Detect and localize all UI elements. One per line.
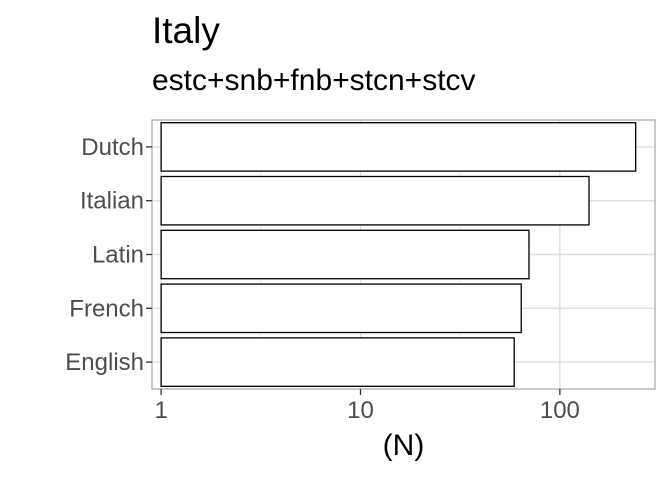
x-tick-label: 100: [540, 397, 580, 424]
chart-subtitle: estc+snb+fnb+stcn+stcv: [152, 64, 476, 97]
bar-english: [160, 337, 515, 387]
y-tick-label-italian: Italian: [80, 188, 144, 215]
bar-dutch: [160, 122, 637, 172]
chart-title: Italy: [152, 10, 220, 51]
y-tick-label-french: French: [69, 295, 144, 322]
axis-ticks: Dutch Italian Latin French English 1 10 100: [65, 134, 580, 424]
x-tick-label: 10: [347, 397, 374, 424]
bars: [160, 122, 637, 387]
bar-italian: [160, 175, 590, 226]
bar-latin: [160, 229, 530, 280]
bar-french: [160, 283, 522, 334]
y-tick-label-english: English: [65, 349, 144, 376]
x-tick-label: 1: [154, 397, 167, 424]
y-tick-label-latin: Latin: [92, 242, 144, 269]
y-tick-label-dutch: Dutch: [81, 134, 144, 161]
x-axis-title: (N): [383, 429, 425, 462]
